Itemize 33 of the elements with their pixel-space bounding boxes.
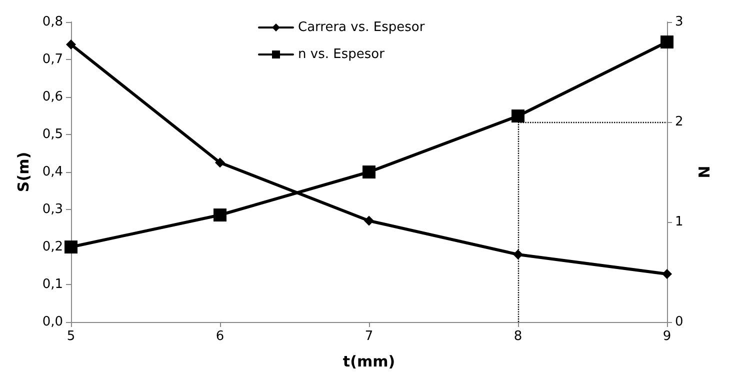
y-tick-label: 0,3 xyxy=(42,202,63,217)
x-tick-label: 9 xyxy=(662,329,672,344)
x-axis-title: t(mm) xyxy=(342,352,396,370)
y2-axis-title: N xyxy=(696,166,714,178)
y-tick-label: 0,8 xyxy=(42,14,63,30)
y2-tick-label: 2 xyxy=(675,114,684,130)
point xyxy=(660,36,674,48)
x-tick-label: 7 xyxy=(364,329,374,344)
y-tick-label: 0,4 xyxy=(42,164,63,180)
y-tick-label: 0,5 xyxy=(42,127,63,142)
point xyxy=(214,208,226,222)
point xyxy=(64,240,78,254)
point xyxy=(66,40,76,50)
y-tick-label: 0,0 xyxy=(42,314,63,330)
y-tick-label: 0,7 xyxy=(42,52,63,67)
point xyxy=(512,110,524,122)
y-tick-label: 0,6 xyxy=(42,90,63,104)
point xyxy=(513,250,523,260)
point xyxy=(362,166,376,178)
y2-tick-label: 1 xyxy=(675,214,684,230)
point xyxy=(662,269,672,279)
x-tick-label: 6 xyxy=(216,329,224,344)
legend-label: Carrera vs. Espesor xyxy=(298,20,426,35)
y-axis-title: S(m) xyxy=(14,152,32,192)
y2-tick-label: 0 xyxy=(675,314,684,330)
y-tick-label: 0,2 xyxy=(42,240,63,254)
y2-tick-label: 3 xyxy=(675,14,684,30)
point xyxy=(364,216,374,226)
y-tick-label: 0,1 xyxy=(42,277,63,292)
x-tick-label: 8 xyxy=(514,329,522,344)
point xyxy=(215,158,225,168)
x-tick-label: 5 xyxy=(66,329,76,344)
legend-label: n vs. Espesor xyxy=(298,47,386,62)
